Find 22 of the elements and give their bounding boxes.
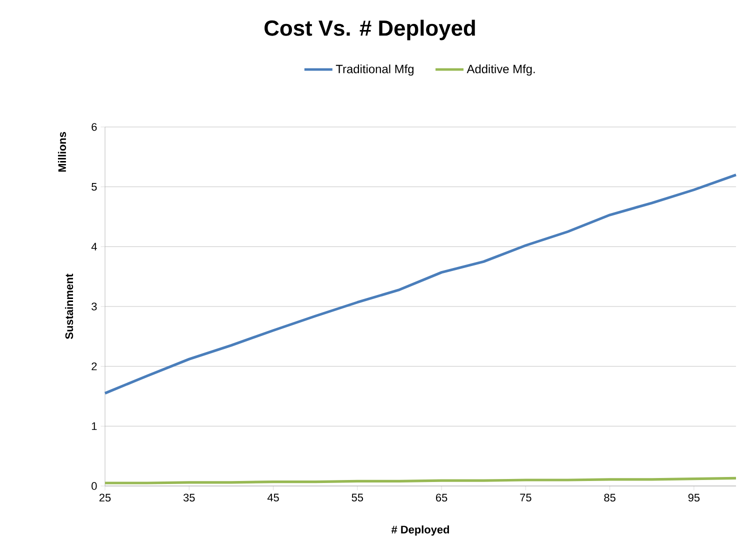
x-tick-label: 65: [436, 494, 448, 502]
x-tick-label: 25: [99, 494, 111, 502]
y-axis-title: Sustainment: [65, 274, 74, 340]
y-tick-label: 4: [91, 242, 97, 250]
x-tick-label: 85: [604, 494, 616, 502]
x-tick-label: 95: [688, 494, 700, 502]
y-tick-label: 2: [92, 362, 97, 370]
text: Millions: [58, 132, 66, 172]
y-tick-label: 3: [92, 302, 97, 310]
y-tick-label: 0: [92, 482, 97, 490]
x-tick-label: 75: [520, 494, 532, 502]
x-tick-label: 35: [183, 494, 195, 502]
x-tick-label: 55: [352, 494, 364, 502]
line-series: [104, 174, 738, 395]
chart-title: Cost Vs. # Deployed: [264, 20, 475, 40]
y-tick-label: 1: [92, 422, 97, 430]
legend-label: Traditional Mfg: [336, 64, 414, 76]
x-tick-label: 45: [267, 494, 279, 502]
legend-label: Additive Mfg.: [466, 64, 535, 76]
x-axis-title: # Deployed: [391, 525, 449, 536]
y-tick-label: 5: [92, 183, 97, 191]
y-tick-label: 6: [92, 123, 97, 131]
